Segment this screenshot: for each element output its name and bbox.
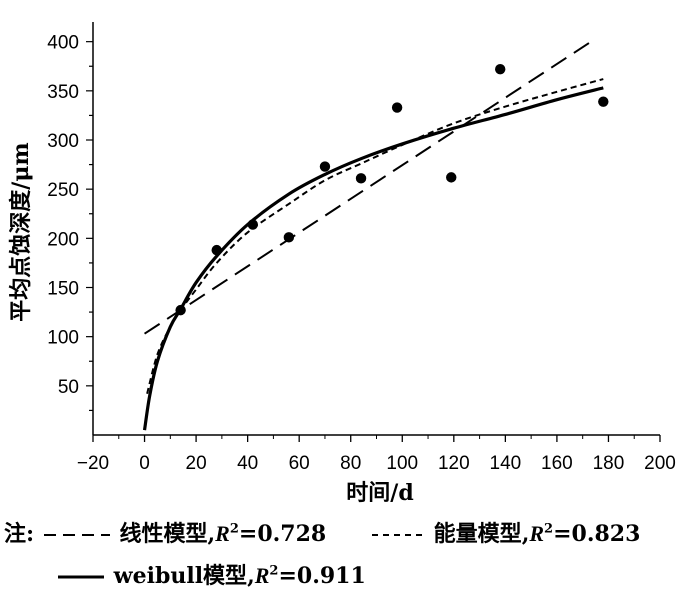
y-tick-label: 400 [47, 33, 79, 54]
y-tick-label: 200 [47, 229, 79, 250]
chart-area: −20 0 20 40 60 80 100 120 140 160 180 200 50 100 150 20… [8, 22, 676, 506]
weibull-model-label: weibull模型 [113, 563, 248, 589]
legend-row-2: weibull模型,R2=0.911 [56, 558, 366, 590]
x-tick-label: −20 [77, 453, 109, 474]
y-tick-label: 350 [47, 82, 79, 103]
data-point [247, 219, 258, 230]
x-tick-label: 0 [139, 453, 150, 474]
energy-model-label: 能量模型 [433, 521, 522, 547]
y-tick-label: 300 [47, 131, 79, 152]
weibull-model-swatch [58, 575, 104, 579]
data-point [319, 161, 331, 172]
model-lines [142, 37, 604, 431]
weibull-r-value: =0.911 [278, 563, 366, 589]
energy-model-line [146, 78, 604, 394]
linear-model-label: 线性模型 [119, 521, 208, 547]
x-tick-label: 120 [438, 453, 470, 474]
data-points [175, 63, 609, 316]
legend-row-1: 注: 线性模型,R2=0.728 [4, 521, 327, 547]
data-point [355, 173, 367, 184]
x-tick-label: 20 [186, 453, 207, 474]
linear-r-symbol: R [215, 521, 230, 546]
energy-model-swatch [372, 534, 424, 536]
axes: −20 0 20 40 60 80 100 120 140 160 180 200 50 100 150 20… [47, 22, 676, 474]
data-point [446, 172, 457, 183]
data-point [211, 244, 222, 256]
x-tick-label: 60 [289, 453, 310, 474]
legend-item-energy: 能量模型,R2=0.823 [370, 516, 640, 548]
y-tick-label: 250 [47, 180, 79, 201]
weibull-r-symbol: R [254, 563, 270, 588]
y-tick-label: 150 [47, 279, 79, 300]
data-point [495, 63, 506, 75]
x-tick-label: 100 [386, 453, 418, 474]
weibull-model-line [142, 86, 604, 431]
y-tick-label: 50 [58, 377, 79, 398]
x-tick-label: 140 [490, 453, 522, 474]
y-axis-title: 平均点蚀深度/μm [8, 142, 34, 321]
legend-note-label: 注: [4, 521, 35, 547]
linear-r-sup: 2 [229, 521, 239, 537]
x-tick-label: 180 [593, 453, 625, 474]
data-point [598, 96, 609, 107]
weibull-r-sup: 2 [269, 563, 279, 579]
linear-model-swatch [43, 534, 110, 536]
energy-r-symbol: R [529, 521, 545, 546]
linear-r-value: =0.728 [238, 521, 327, 547]
energy-r-sup: 2 [544, 521, 554, 537]
x-tick-label: 200 [644, 453, 676, 474]
energy-r-value: =0.823 [553, 521, 641, 547]
data-point [283, 232, 295, 243]
linear-model-line [143, 37, 597, 335]
x-axis-title: 时间/d [346, 480, 413, 506]
x-tick-label: 40 [237, 453, 258, 474]
data-point [175, 304, 186, 316]
x-tick-label: 80 [340, 453, 361, 474]
x-tick-label: 160 [541, 453, 573, 474]
data-point [391, 102, 403, 113]
y-tick-label: 100 [47, 328, 79, 349]
